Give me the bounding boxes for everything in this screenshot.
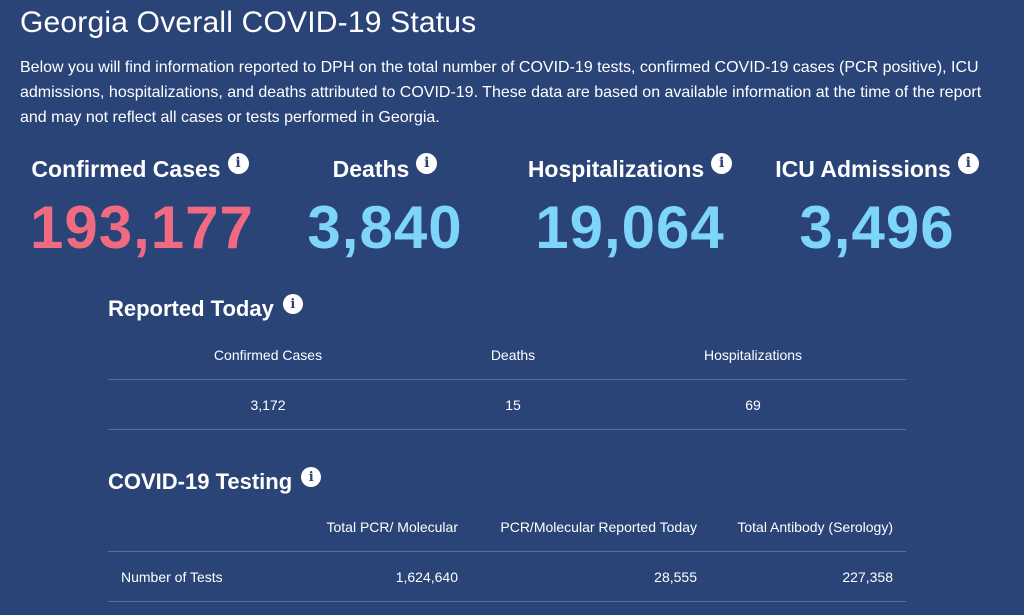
info-icon[interactable]: i [711,152,733,174]
stat-value: 193,177 [30,194,254,261]
stat-confirmed-cases: Confirmed Cases i 193,177 [30,152,254,261]
stat-deaths: Deaths i 3,840 [300,152,470,260]
reported-today-values-row: 3,172 15 69 [108,381,906,430]
section-title: Reported Today [108,296,274,321]
stat-label: Confirmed Cases [31,155,221,182]
table-cell: 28,555 [654,569,697,585]
table-cell: 227,358 [842,569,893,585]
info-icon[interactable]: i [301,467,322,487]
stat-label: Hospitalizations [527,155,705,182]
column-header: PCR/Molecular Reported Today [500,519,697,535]
stat-label: ICU Admissions [775,155,951,182]
info-icon[interactable]: i [227,152,249,174]
info-icon[interactable]: i [416,152,438,174]
column-header: Confirmed Cases [213,347,323,363]
stat-hospitalizations: Hospitalizations i 19,064 [520,152,740,260]
row-label: Number of Tests [121,569,223,585]
info-icon[interactable]: i [957,152,979,174]
table-cell: 69 [745,397,761,413]
testing-header-row: Total PCR/ Molecular PCR/Molecular Repor… [108,503,906,552]
reported-today-heading: Reported Today i [108,294,303,322]
info-icon[interactable]: i [282,294,303,314]
stat-value: 3,496 [799,194,955,261]
testing-values-row: Number of Tests 1,624,640 28,555 227,358 [108,553,906,602]
section-title: COVID-19 Testing [108,469,293,494]
column-header: Hospitalizations [703,347,803,363]
column-header: Total PCR/ Molecular [326,519,459,535]
intro-paragraph: Below you will find information reported… [20,59,982,126]
table-cell: 1,624,640 [395,569,458,585]
stat-value: 3,840 [307,194,463,261]
stat-label: Deaths [332,155,410,182]
stat-icu-admissions: ICU Admissions i 3,496 [772,152,982,260]
page-title: Georgia Overall COVID-19 Status [20,6,477,39]
table-cell: 15 [505,397,521,413]
column-header: Deaths [490,347,536,363]
reported-today-header-row: Confirmed Cases Deaths Hospitalizations [108,331,906,380]
column-header: Total Antibody (Serology) [737,519,893,535]
testing-heading: COVID-19 Testing i [108,467,322,495]
table-cell: 3,172 [250,397,286,413]
stat-value: 19,064 [535,194,725,261]
